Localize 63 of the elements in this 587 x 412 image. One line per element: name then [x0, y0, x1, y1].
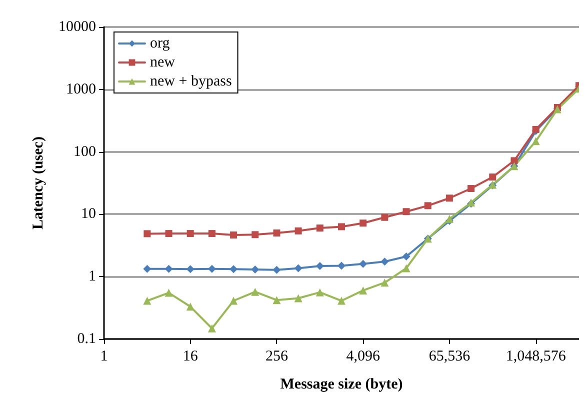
point [489, 174, 496, 181]
point [251, 265, 260, 274]
point [338, 223, 345, 230]
point [359, 260, 368, 268]
point [186, 230, 194, 238]
point [208, 264, 216, 273]
y-tick-label: 100 [74, 144, 96, 160]
y-tick-label: 0.1 [77, 331, 96, 347]
y-tick-label: 10 [81, 206, 96, 222]
point [230, 232, 238, 239]
point [252, 231, 259, 238]
point [316, 224, 324, 232]
point [380, 258, 389, 266]
point [186, 302, 194, 311]
point [338, 296, 346, 305]
x-tick-label: 1 [100, 348, 108, 364]
point [273, 229, 280, 236]
point [532, 137, 540, 146]
point [294, 294, 302, 302]
point [532, 126, 540, 133]
y-tick-label: 10000 [58, 19, 96, 35]
point [402, 208, 410, 216]
point [468, 185, 475, 192]
point [316, 262, 324, 270]
x-tick-label: 16 [182, 348, 198, 364]
point [510, 157, 518, 164]
point [208, 230, 216, 238]
point [208, 324, 216, 332]
point [230, 296, 238, 305]
y-axis-title: Latency (usec) [30, 136, 46, 230]
point [316, 288, 324, 296]
point [144, 230, 151, 238]
legend-label: new + bypass [150, 74, 232, 90]
x-tick-label: 4,096 [346, 348, 380, 364]
legend-label: new [150, 54, 176, 70]
point [402, 264, 410, 272]
x-tick-label: 256 [265, 348, 288, 364]
point [381, 214, 388, 221]
point [186, 265, 194, 274]
point [251, 288, 260, 296]
y-tick-label: 1000 [66, 81, 96, 98]
point [360, 220, 367, 227]
point [164, 288, 173, 297]
point [143, 296, 152, 305]
point [402, 252, 410, 260]
point [359, 286, 368, 294]
point [272, 296, 281, 304]
x-tick-label: 1,048,576 [506, 348, 566, 364]
y-tick-label: 1 [88, 268, 96, 285]
legend-label: org [150, 36, 170, 52]
point [424, 202, 432, 210]
point [165, 230, 172, 238]
point [294, 227, 302, 234]
point [446, 194, 453, 202]
x-axis-title: Message size (byte) [280, 376, 403, 392]
point [294, 264, 302, 272]
point [164, 264, 173, 273]
x-tick-label: 65,536 [428, 348, 471, 364]
point [380, 278, 389, 287]
point [143, 264, 152, 273]
point [272, 266, 281, 274]
point [338, 262, 346, 270]
point [230, 265, 238, 274]
